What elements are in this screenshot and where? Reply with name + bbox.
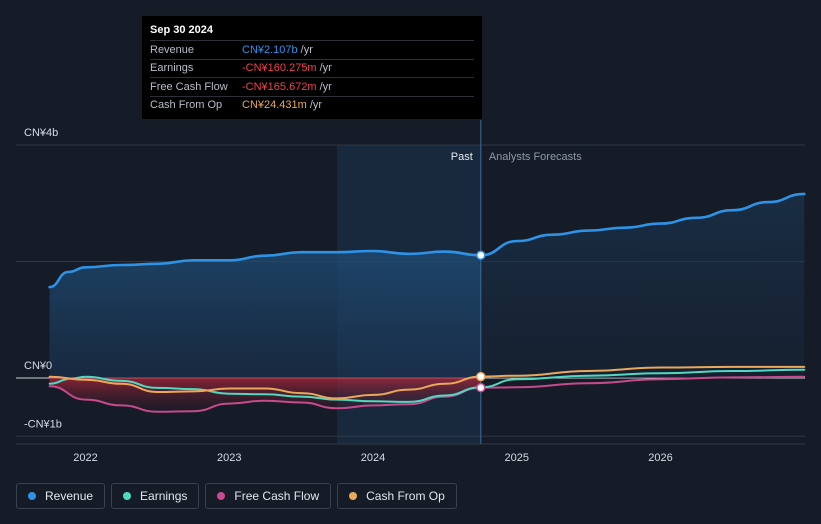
legend-item-earnings[interactable]: Earnings — [111, 483, 200, 509]
tooltip-label: Free Cash Flow — [150, 80, 228, 93]
tooltip-value: -CN¥160.275m — [242, 62, 317, 75]
tooltip-unit: /yr — [309, 99, 323, 112]
tooltip-value: CN¥2.107b — [242, 43, 298, 56]
x-tick-label: 2025 — [505, 452, 529, 464]
legend-label: Cash From Op — [366, 489, 445, 503]
tooltip-label: Earnings — [150, 62, 194, 75]
legend: Revenue Earnings Free Cash Flow Cash Fro… — [16, 483, 457, 509]
y-tick-label: CN¥4b — [24, 127, 58, 139]
tooltip-row-cash-from-op: Cash From Op CN¥24.431m /yr — [150, 95, 474, 115]
tooltip-date: Sep 30 2024 — [150, 24, 213, 36]
legend-label: Earnings — [140, 489, 188, 503]
series-line-revenue — [48, 192, 806, 289]
tooltip-row-free-cash-flow: Free Cash Flow -CN¥165.672m /yr — [150, 77, 474, 96]
tooltip-value: CN¥24.431m — [242, 99, 307, 112]
series-marker — [476, 250, 486, 261]
legend-item-cash-from-op[interactable]: Cash From Op — [337, 483, 457, 509]
tooltip-label: Revenue — [150, 43, 195, 56]
revenue-area-forecast — [480, 193, 805, 378]
past-label: Past — [451, 151, 473, 163]
tooltip-row-revenue: Revenue CN¥2.107b /yr — [150, 40, 474, 59]
tooltip-unit: /yr — [319, 80, 332, 93]
tooltip-unit: /yr — [300, 43, 313, 56]
x-tick-label: 2022 — [73, 452, 97, 464]
legend-dot-icon — [28, 492, 36, 500]
y-tick-label: -CN¥1b — [24, 418, 62, 430]
legend-dot-icon — [217, 492, 226, 500]
tooltip-value: -CN¥165.672m — [242, 80, 317, 93]
legend-label: Revenue — [45, 489, 94, 503]
forecast-label: Analysts Forecasts — [489, 151, 582, 163]
revenue-area-past — [49, 251, 481, 378]
series-line-free-cash-flow — [48, 375, 806, 413]
legend-item-revenue[interactable]: Revenue — [16, 483, 106, 509]
tooltip-label: Cash From Op — [150, 99, 223, 112]
y-tick-label: CN¥0 — [24, 360, 52, 372]
x-tick-label: 2024 — [361, 452, 385, 464]
legend-dot-icon — [123, 492, 132, 500]
chart-area: CN¥4b CN¥0 -CN¥1b 2022 2023 2024 2025 2026 Past A… — [16, 120, 806, 464]
x-tick-label: 2023 — [217, 452, 241, 464]
legend-dot-icon — [349, 492, 358, 500]
legend-label: Free Cash Flow — [234, 489, 320, 503]
tooltip: Sep 30 2024 Revenue CN¥2.107b /yr Earnin… — [142, 16, 482, 119]
series-marker — [476, 371, 486, 382]
legend-item-free-cash-flow[interactable]: Free Cash Flow — [205, 483, 332, 509]
tooltip-row-earnings: Earnings -CN¥160.275m /yr — [150, 58, 474, 78]
series-marker — [476, 382, 486, 393]
tooltip-unit: /yr — [319, 62, 332, 75]
series-line-cash-from-op — [48, 365, 806, 400]
series-line-earnings — [48, 368, 806, 403]
x-tick-label: 2026 — [648, 452, 672, 464]
